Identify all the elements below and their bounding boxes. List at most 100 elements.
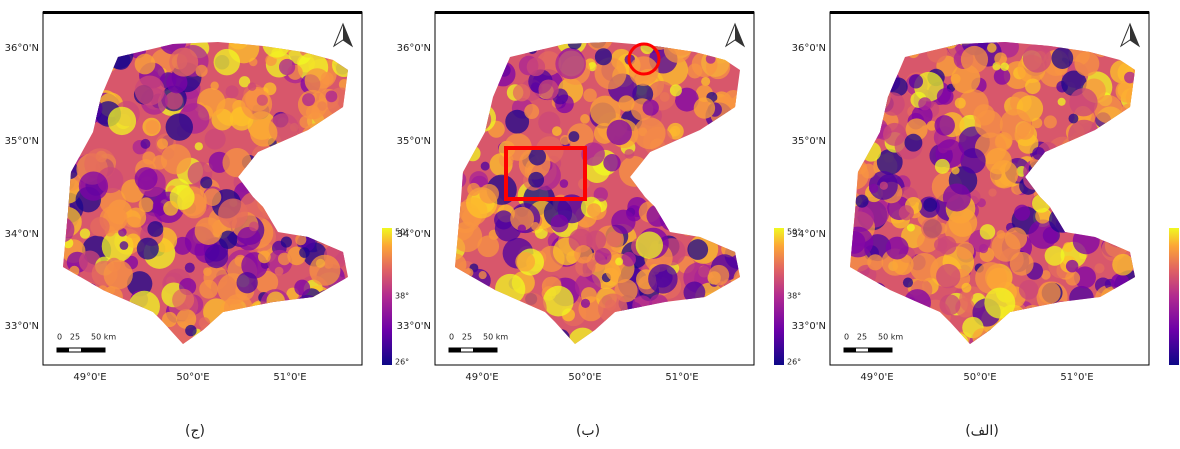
raster-patch — [278, 253, 291, 266]
raster-patch — [172, 289, 194, 311]
raster-patch — [104, 260, 133, 289]
raster-patch — [1074, 51, 1099, 76]
raster-patch — [163, 201, 178, 216]
raster-patch — [306, 105, 320, 119]
lat-label: 33°0'N — [792, 321, 826, 332]
raster-patch — [166, 113, 193, 140]
raster-patch — [621, 252, 636, 267]
raster-patch — [615, 258, 623, 266]
raster-patch — [185, 263, 195, 273]
raster-patch — [214, 49, 240, 75]
lat-label: 33°0'N — [5, 321, 39, 332]
raster-patch — [205, 129, 226, 150]
raster-patch — [595, 248, 612, 265]
raster-patch — [135, 54, 156, 75]
raster-patch — [195, 217, 223, 245]
raster-patch — [1069, 114, 1079, 124]
raster-patch — [636, 231, 663, 258]
raster-patch — [467, 183, 480, 196]
raster-patch — [955, 98, 966, 109]
lat-label: 34°0'N — [792, 229, 826, 240]
raster-patch — [275, 267, 284, 276]
scale-label: 50 km — [878, 333, 903, 342]
raster-patch — [560, 179, 569, 188]
raster-patch — [140, 139, 150, 149]
raster-patch — [555, 49, 586, 80]
raster-patch — [951, 74, 961, 84]
raster-patch — [1058, 98, 1066, 106]
raster-patch — [581, 299, 590, 308]
raster-patch — [218, 199, 248, 229]
panel-caption: (الف) — [965, 423, 999, 439]
lon-label: 50°0'E — [568, 372, 601, 383]
scale-bar-fill — [844, 348, 856, 352]
raster-patch — [611, 210, 635, 234]
raster-patch — [527, 58, 545, 76]
scale-label: 25 — [70, 333, 80, 342]
raster-patch — [80, 228, 90, 238]
raster-patch — [603, 154, 620, 171]
colorbar: 50°38°26° — [774, 228, 801, 367]
lat-label: 35°0'N — [792, 136, 826, 147]
raster-patch — [199, 280, 218, 299]
scale-label: 0 — [57, 333, 62, 342]
lon-label: 50°0'E — [963, 372, 996, 383]
raster-patch — [156, 203, 164, 211]
raster-patch — [987, 43, 997, 53]
raster-patch — [1019, 280, 1039, 300]
raster-patch — [137, 238, 159, 260]
lat-label: 36°0'N — [5, 43, 39, 54]
raster-patch — [580, 114, 590, 124]
raster-patch — [302, 93, 315, 106]
raster-patch — [1094, 263, 1104, 273]
raster-patch — [321, 72, 334, 85]
raster-patch — [587, 203, 601, 217]
raster-patch — [90, 217, 110, 237]
scale-label: 50 km — [483, 333, 508, 342]
scale-bar-fill — [81, 348, 105, 352]
raster-patch — [279, 59, 295, 75]
raster-patch — [988, 188, 996, 196]
raster-patch — [948, 208, 977, 237]
raster-patch — [145, 120, 159, 134]
raster-patch — [991, 232, 1020, 261]
raster-patch — [79, 172, 108, 201]
raster-patch — [258, 250, 271, 263]
scale-label: 0 — [449, 333, 454, 342]
raster-patch — [1044, 115, 1057, 128]
raster-patch — [1112, 254, 1134, 276]
lon-label: 50°0'E — [176, 372, 209, 383]
panel-caption: (ب) — [576, 423, 600, 439]
raster-patch — [1065, 271, 1080, 286]
scale-bar-fill — [868, 348, 892, 352]
raster-patch — [135, 167, 158, 190]
raster-patch — [543, 286, 574, 317]
raster-patch — [907, 224, 915, 232]
raster-patch — [869, 184, 878, 193]
raster-patch — [918, 97, 931, 110]
raster-patch — [648, 264, 678, 294]
scale-bar-fill — [449, 348, 461, 352]
raster-patch — [709, 265, 730, 286]
raster-patch — [943, 183, 971, 211]
raster-patch — [552, 126, 562, 136]
raster-patch — [595, 48, 612, 65]
raster-patch — [250, 119, 277, 146]
raster-patch — [569, 131, 580, 142]
raster-patch — [161, 144, 191, 174]
map-panel: 36°0'N35°0'N34°0'N33°0'N49°0'E50°0'E51°0… — [792, 12, 1152, 383]
colorbar: 50°38°26° — [1169, 228, 1180, 367]
raster-patch — [980, 224, 995, 239]
raster-patch — [935, 115, 955, 135]
raster-patch — [481, 162, 490, 171]
raster-patch — [1051, 47, 1073, 69]
raster-patch — [701, 77, 710, 86]
scale-bar-fill — [57, 348, 69, 352]
raster-patch — [961, 283, 971, 293]
raster-patch — [624, 149, 634, 159]
scale-label: 25 — [462, 333, 472, 342]
raster-patch — [855, 195, 868, 208]
raster-patch — [694, 97, 715, 118]
raster-patch — [1069, 88, 1097, 116]
raster-patch — [195, 142, 203, 150]
